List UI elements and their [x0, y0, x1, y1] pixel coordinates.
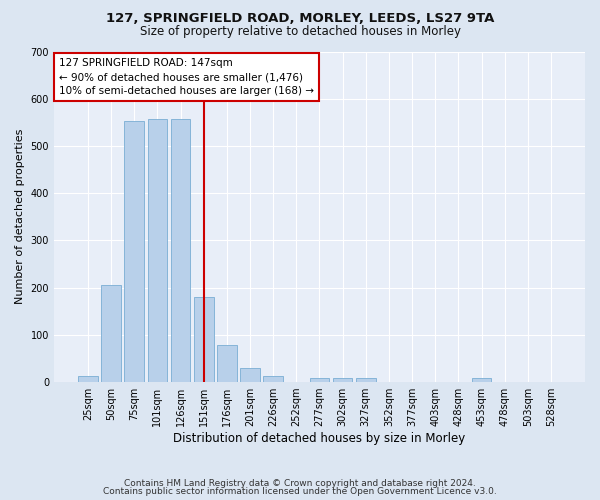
Bar	[310, 378, 329, 382]
Bar	[78, 376, 98, 382]
Bar	[263, 376, 283, 382]
X-axis label: Distribution of detached houses by size in Morley: Distribution of detached houses by size …	[173, 432, 466, 445]
Bar	[124, 121, 144, 382]
Bar	[472, 378, 491, 382]
Bar	[333, 378, 352, 382]
Bar	[356, 378, 376, 382]
Text: 127, SPRINGFIELD ROAD, MORLEY, LEEDS, LS27 9TA: 127, SPRINGFIELD ROAD, MORLEY, LEEDS, LS…	[106, 12, 494, 26]
Bar	[170, 119, 190, 382]
Y-axis label: Number of detached properties: Number of detached properties	[15, 129, 25, 304]
Text: Contains public sector information licensed under the Open Government Licence v3: Contains public sector information licen…	[103, 487, 497, 496]
Bar	[148, 119, 167, 382]
Bar	[101, 286, 121, 382]
Text: 127 SPRINGFIELD ROAD: 147sqm
← 90% of detached houses are smaller (1,476)
10% of: 127 SPRINGFIELD ROAD: 147sqm ← 90% of de…	[59, 58, 314, 96]
Bar	[194, 297, 214, 382]
Bar	[217, 345, 236, 382]
Text: Contains HM Land Registry data © Crown copyright and database right 2024.: Contains HM Land Registry data © Crown c…	[124, 478, 476, 488]
Text: Size of property relative to detached houses in Morley: Size of property relative to detached ho…	[139, 25, 461, 38]
Bar	[240, 368, 260, 382]
